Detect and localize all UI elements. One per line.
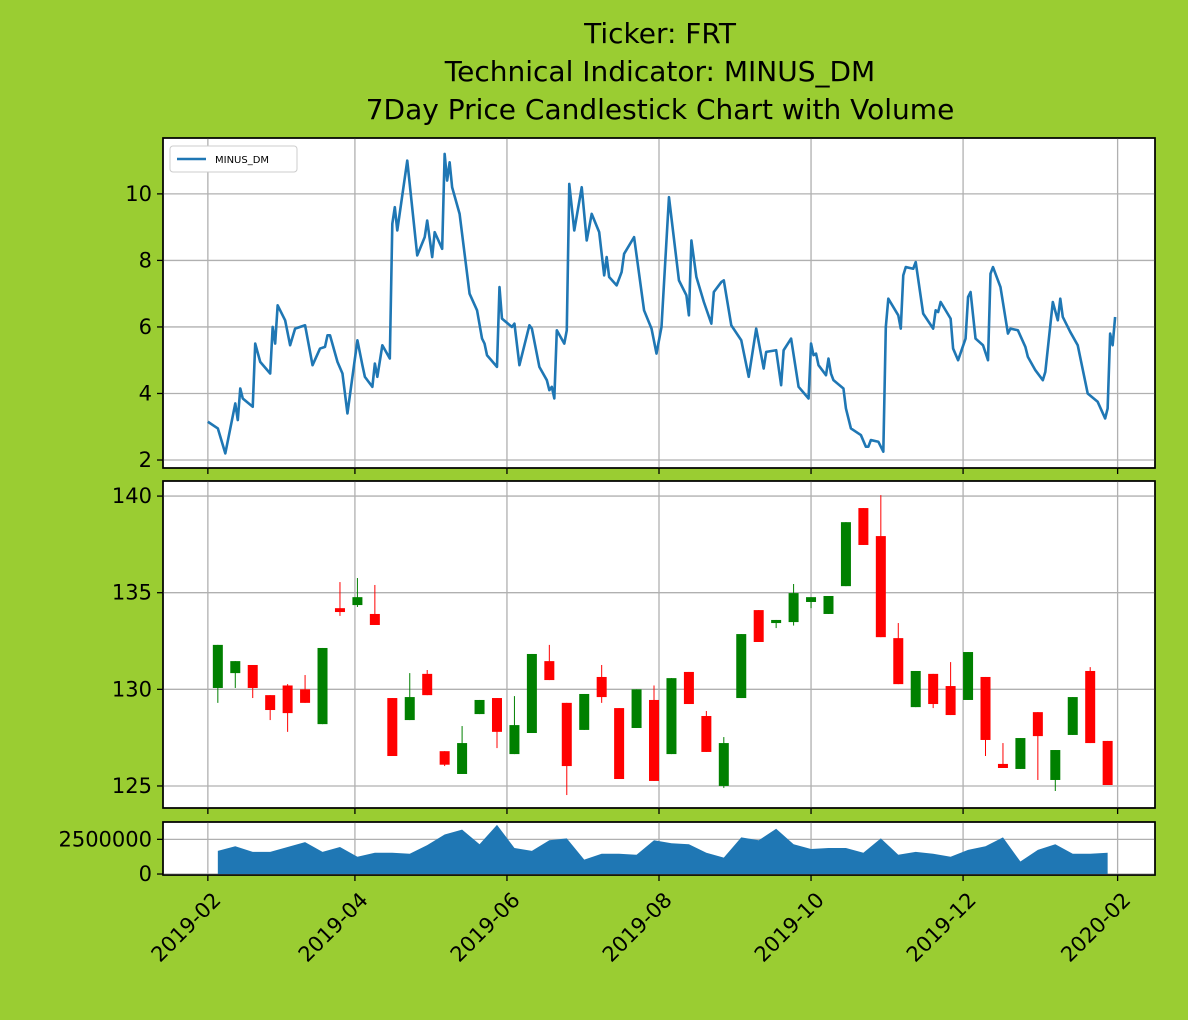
candle-body — [282, 685, 293, 714]
candle-body — [1102, 740, 1113, 786]
candle-body — [614, 708, 625, 780]
candle-body — [387, 698, 398, 757]
y-tick-label: 2 — [139, 448, 152, 472]
candle-body — [404, 697, 415, 721]
candle-body — [928, 673, 939, 705]
legend-box — [169, 145, 298, 173]
plot-border — [162, 821, 1156, 876]
candle-body — [771, 619, 782, 624]
plot-content — [163, 138, 1155, 468]
candle-body — [509, 725, 520, 755]
legend-label: MINUS_DM — [215, 155, 269, 166]
y-tick-label: 8 — [139, 248, 152, 272]
candle-body — [1032, 712, 1043, 737]
candle-body — [1067, 697, 1078, 735]
line — [207, 152, 1117, 455]
candle-body — [474, 699, 485, 715]
candle-body — [875, 536, 886, 638]
candle-body — [247, 664, 258, 688]
candle-body — [265, 695, 276, 711]
candle-body — [544, 661, 555, 681]
candle-body — [439, 751, 450, 765]
candle-body — [1050, 750, 1061, 780]
y-tick-label: 6 — [139, 315, 152, 339]
plot-content — [163, 481, 1155, 808]
candle-body — [753, 610, 764, 642]
y-tick-label: 2500000 — [58, 827, 152, 851]
candle-body — [526, 653, 537, 734]
area — [217, 824, 1108, 875]
plot-content — [163, 822, 1155, 875]
candle-body — [823, 595, 834, 614]
candle-body — [1015, 738, 1026, 769]
candle-body — [910, 670, 921, 708]
candle-body — [300, 689, 311, 703]
candle-body — [980, 676, 991, 740]
candle-body — [631, 689, 642, 728]
candle-body — [422, 673, 433, 696]
y-tick-label: 4 — [139, 381, 152, 405]
candle-body — [997, 763, 1008, 768]
candle-body — [736, 634, 747, 699]
title-line: 7Day Price Candlestick Chart with Volume — [366, 93, 955, 126]
candle-body — [718, 743, 729, 786]
plot-border — [162, 137, 1156, 469]
title-line: Ticker: FRT — [583, 17, 737, 50]
candle-body — [212, 644, 223, 688]
y-tick-label: 130 — [112, 677, 152, 701]
candle-body — [666, 678, 677, 755]
candle-body — [788, 593, 799, 623]
candle-body — [701, 716, 712, 752]
candle-body — [334, 608, 345, 613]
y-tick-label: 0 — [139, 862, 152, 886]
candle-body — [806, 597, 817, 602]
candle-body — [457, 743, 468, 774]
candle-body — [840, 522, 851, 587]
candle-body — [858, 508, 869, 545]
candle-body — [683, 671, 694, 705]
candle-body — [230, 661, 241, 674]
y-tick-label: 125 — [112, 774, 152, 798]
y-tick-label: 10 — [125, 182, 152, 206]
candle-body — [369, 613, 380, 625]
candle-body — [596, 676, 607, 698]
candle-body — [893, 638, 904, 685]
candle-body — [317, 647, 328, 725]
candle-body — [963, 652, 974, 700]
plot-border — [162, 480, 1156, 809]
candle-body — [579, 693, 590, 730]
candle-body — [561, 702, 572, 767]
candle-body — [649, 699, 660, 781]
candle-body — [352, 597, 363, 606]
candle-body — [1085, 670, 1096, 744]
candle-body — [491, 698, 502, 732]
y-tick-label: 135 — [112, 581, 152, 605]
y-tick-label: 140 — [112, 484, 152, 508]
candle-body — [945, 686, 956, 716]
title-line: Technical Indicator: MINUS_DM — [444, 55, 875, 88]
